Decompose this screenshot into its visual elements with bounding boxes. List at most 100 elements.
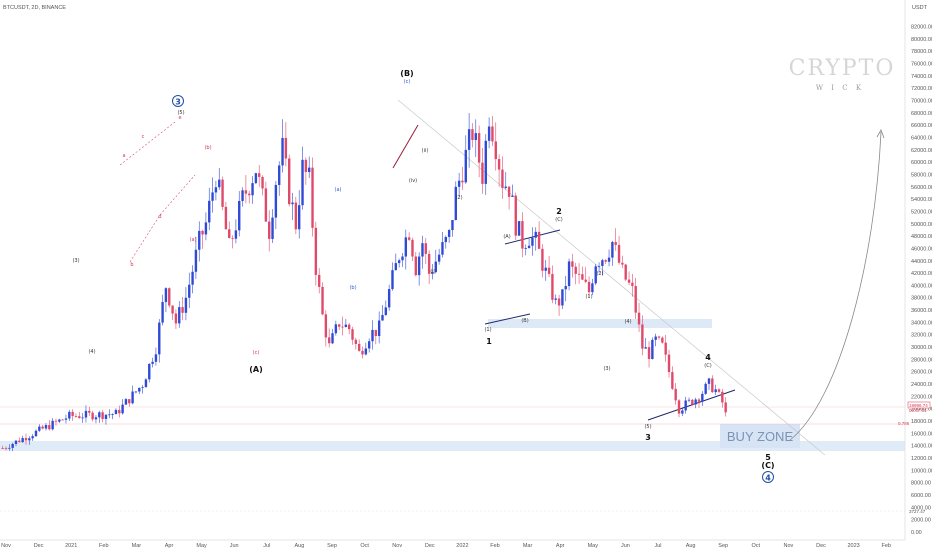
candle-body bbox=[221, 179, 224, 207]
candle-body bbox=[701, 393, 704, 402]
candle-body bbox=[354, 339, 358, 344]
candle-body bbox=[231, 237, 234, 239]
candle-body bbox=[401, 256, 404, 261]
wave-5b-small: (5) bbox=[644, 424, 651, 430]
candle-body bbox=[377, 320, 381, 336]
candle-body bbox=[364, 348, 368, 355]
y-tick-label: 64000.00 bbox=[911, 135, 932, 141]
red-a-label: (a) bbox=[190, 237, 197, 243]
candle-body bbox=[467, 129, 471, 150]
wave-2-small: (2) bbox=[455, 195, 462, 201]
x-tick-label: Nov bbox=[784, 543, 794, 549]
candle-body bbox=[624, 264, 627, 280]
y-tick-label: 82000.00 bbox=[911, 24, 932, 30]
candle-body bbox=[51, 420, 54, 430]
candle-body bbox=[511, 195, 514, 197]
candle-body bbox=[164, 288, 168, 303]
y-tick-label: 12000.00 bbox=[911, 456, 932, 462]
candle-body bbox=[248, 193, 251, 196]
candle-body bbox=[101, 412, 104, 419]
candle-body bbox=[357, 343, 361, 351]
candle-body bbox=[591, 283, 594, 293]
candle-body bbox=[44, 425, 48, 429]
candle-body bbox=[384, 307, 388, 316]
candle-body bbox=[597, 265, 601, 267]
candle-body bbox=[561, 289, 564, 306]
wave-4-small: (4) bbox=[88, 349, 95, 355]
y-tick-label: 50000.00 bbox=[911, 222, 932, 228]
red-e-small: e bbox=[178, 115, 181, 121]
candle-body bbox=[661, 337, 664, 343]
y-tick-label: 54000.00 bbox=[911, 197, 932, 203]
y-tick-label: 26000.00 bbox=[911, 370, 932, 376]
candle-body bbox=[524, 248, 527, 249]
candle-body bbox=[537, 231, 541, 249]
y-tick-label: 48000.00 bbox=[911, 234, 932, 240]
candle-body bbox=[128, 399, 131, 404]
x-tick-label: May bbox=[196, 543, 207, 549]
y-tick-label: 78000.00 bbox=[911, 49, 932, 55]
candle-body bbox=[104, 414, 108, 419]
candle-body bbox=[311, 167, 314, 228]
candle-body bbox=[507, 186, 511, 197]
candle-body bbox=[651, 339, 654, 360]
candle-body bbox=[118, 409, 121, 414]
candle-body bbox=[517, 221, 521, 236]
y-tick-label: 74000.00 bbox=[911, 74, 932, 80]
candle-body bbox=[198, 230, 201, 250]
wave-4-C-label: (C) bbox=[704, 363, 711, 369]
x-tick-label: Feb bbox=[99, 543, 108, 549]
candle-body bbox=[344, 324, 348, 327]
y-tick-label: 16000.00 bbox=[911, 431, 932, 437]
candle-body bbox=[74, 415, 78, 417]
candle-body bbox=[687, 399, 691, 401]
buy-zone-box bbox=[720, 424, 800, 448]
candle-body bbox=[181, 307, 184, 313]
candle-body bbox=[677, 400, 681, 414]
wave-3-small: (3) bbox=[72, 258, 79, 264]
candle-body bbox=[271, 217, 274, 239]
x-tick-label: Oct bbox=[360, 543, 369, 549]
candle-body bbox=[331, 333, 334, 344]
candle-body bbox=[567, 261, 571, 287]
y-tick-label: 80000.00 bbox=[911, 37, 932, 43]
candle-body bbox=[61, 419, 64, 421]
candle-body bbox=[717, 389, 721, 392]
wave-b-line bbox=[392, 124, 419, 169]
candle-body bbox=[238, 200, 241, 231]
candle-body bbox=[204, 222, 208, 235]
candle-body bbox=[671, 372, 674, 389]
x-axis-ticks: Nov Dec 2021 Feb Mar Apr May Jun Jul Aug Sep Oct Nov… bbox=[1, 543, 891, 549]
candle-body bbox=[637, 312, 641, 325]
candle-body bbox=[501, 169, 504, 188]
candle-body bbox=[477, 133, 481, 163]
red-d-small: d bbox=[158, 214, 161, 220]
candle-body bbox=[444, 236, 447, 243]
x-tick-label: Jun bbox=[621, 543, 630, 549]
price-tag-box bbox=[907, 401, 931, 409]
x-tick-label: Jul bbox=[263, 543, 270, 549]
candle-body bbox=[404, 237, 408, 257]
candle-body bbox=[258, 173, 261, 177]
candle-body bbox=[711, 378, 714, 393]
candle-body bbox=[154, 354, 158, 362]
wave-i-small: (i) bbox=[430, 269, 435, 275]
y-tick-label: 36000.00 bbox=[911, 308, 932, 314]
candle-body bbox=[617, 244, 621, 263]
candle-body bbox=[151, 361, 154, 364]
candle-body bbox=[91, 412, 94, 420]
x-tick-label: Apr bbox=[165, 543, 174, 549]
candle-body bbox=[407, 237, 411, 240]
candle-body bbox=[521, 221, 524, 249]
y-tick-label: 32000.00 bbox=[911, 333, 932, 339]
candle-body bbox=[594, 266, 597, 284]
candle-body bbox=[278, 165, 281, 185]
candle-body bbox=[554, 298, 557, 300]
candle-body bbox=[544, 267, 547, 271]
projection-curve bbox=[789, 131, 882, 441]
candle-body bbox=[178, 307, 181, 324]
x-tick-label: Dec bbox=[425, 543, 435, 549]
wave-B-c-label: (c) bbox=[404, 79, 411, 85]
candle-body bbox=[98, 412, 101, 418]
